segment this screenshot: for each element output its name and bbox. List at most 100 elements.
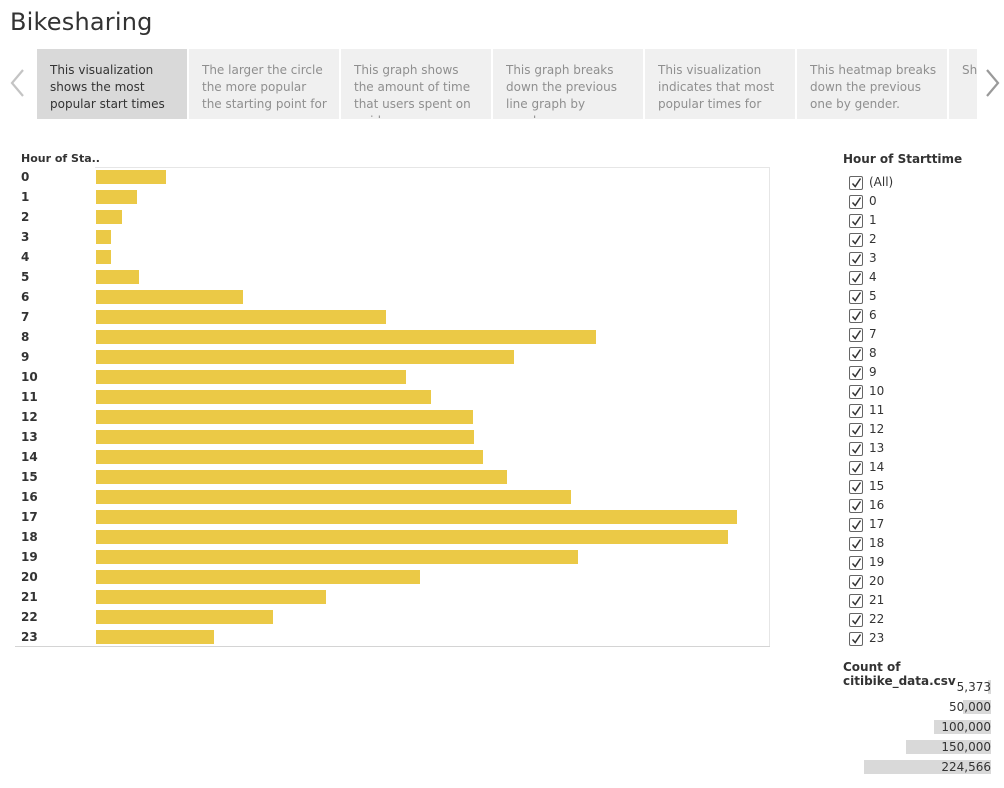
checkbox-checked-icon[interactable] xyxy=(849,327,863,342)
bar-hour-12[interactable] xyxy=(96,410,473,424)
checkbox-checked-icon[interactable] xyxy=(849,213,863,228)
filter-option[interactable]: 7 xyxy=(849,326,877,343)
bar-hour-6[interactable] xyxy=(96,290,243,304)
story-point-text: This visualization indicates that most p… xyxy=(658,63,775,111)
bar-hour-17[interactable] xyxy=(96,510,737,524)
filter-option-label: 1 xyxy=(869,213,877,227)
row-label: 8 xyxy=(21,330,30,344)
filter-option[interactable]: 9 xyxy=(849,364,877,381)
story-point-3[interactable]: This graph shows the amount of time that… xyxy=(341,49,491,119)
story-point-text: This heatmap breaks down the previous on… xyxy=(810,63,937,111)
story-point-1[interactable]: This visualization shows the most popula… xyxy=(37,49,187,119)
checkbox-checked-icon[interactable] xyxy=(849,232,863,247)
bar-hour-21[interactable] xyxy=(96,590,326,604)
checkbox-checked-icon[interactable] xyxy=(849,441,863,456)
filter-option[interactable]: 23 xyxy=(849,630,884,647)
story-point-7[interactable]: Sh rep tim xyxy=(949,49,977,119)
row-label: 16 xyxy=(21,490,38,504)
checkbox-checked-icon[interactable] xyxy=(849,270,863,285)
bar-hour-4[interactable] xyxy=(96,250,111,264)
filter-option-label: 21 xyxy=(869,593,885,607)
chevron-left-icon[interactable] xyxy=(8,66,28,100)
filter-option-label: 12 xyxy=(869,422,885,436)
filter-option[interactable]: 2 xyxy=(849,231,877,248)
checkbox-checked-icon[interactable] xyxy=(849,631,863,646)
bar-hour-11[interactable] xyxy=(96,390,431,404)
filter-option[interactable]: 8 xyxy=(849,345,877,362)
filter-option[interactable]: 22 xyxy=(849,611,884,628)
bar-hour-0[interactable] xyxy=(96,170,166,184)
filter-option[interactable]: 12 xyxy=(849,421,884,438)
checkbox-checked-icon[interactable] xyxy=(849,498,863,513)
row-label: 23 xyxy=(21,630,38,644)
bar-hour-19[interactable] xyxy=(96,550,578,564)
story-point-6[interactable]: This heatmap breaks down the previous on… xyxy=(797,49,947,119)
bar-hour-3[interactable] xyxy=(96,230,111,244)
story-point-5[interactable]: This visualization indicates that most p… xyxy=(645,49,795,119)
checkbox-checked-icon[interactable] xyxy=(849,346,863,361)
checkbox-checked-icon[interactable] xyxy=(849,593,863,608)
filter-option[interactable]: 10 xyxy=(849,383,884,400)
chevron-right-icon[interactable] xyxy=(982,66,1002,100)
checkbox-checked-icon[interactable] xyxy=(849,251,863,266)
bar-hour-9[interactable] xyxy=(96,350,514,364)
checkbox-checked-icon[interactable] xyxy=(849,612,863,627)
filter-option[interactable]: 3 xyxy=(849,250,877,267)
checkbox-checked-icon[interactable] xyxy=(849,479,863,494)
bar-hour-15[interactable] xyxy=(96,470,507,484)
filter-option[interactable]: 5 xyxy=(849,288,877,305)
filter-option[interactable]: 11 xyxy=(849,402,884,419)
bar-hour-7[interactable] xyxy=(96,310,386,324)
bar-hour-10[interactable] xyxy=(96,370,406,384)
checkbox-checked-icon[interactable] xyxy=(849,384,863,399)
story-point-text: This graph shows the amount of time that… xyxy=(354,63,471,118)
filter-option[interactable]: 19 xyxy=(849,554,884,571)
bar-hour-18[interactable] xyxy=(96,530,728,544)
checkbox-checked-icon[interactable] xyxy=(849,289,863,304)
row-label: 1 xyxy=(21,190,30,204)
checkbox-checked-icon[interactable] xyxy=(849,194,863,209)
filter-option[interactable]: 4 xyxy=(849,269,877,286)
story-point-text: Sh rep tim xyxy=(962,63,977,77)
bar-hour-1[interactable] xyxy=(96,190,137,204)
filter-option[interactable]: 6 xyxy=(849,307,877,324)
filter-option[interactable]: 15 xyxy=(849,478,884,495)
filter-option-label: 18 xyxy=(869,536,885,550)
row-label: 3 xyxy=(21,230,30,244)
bar-hour-13[interactable] xyxy=(96,430,474,444)
filter-option[interactable]: 16 xyxy=(849,497,884,514)
checkbox-checked-icon[interactable] xyxy=(849,175,863,190)
story-point-2[interactable]: The larger the circle the more popular t… xyxy=(189,49,339,119)
checkbox-checked-icon[interactable] xyxy=(849,365,863,380)
filter-option[interactable]: 0 xyxy=(849,193,877,210)
checkbox-checked-icon[interactable] xyxy=(849,555,863,570)
checkbox-checked-icon[interactable] xyxy=(849,517,863,532)
checkbox-checked-icon[interactable] xyxy=(849,422,863,437)
checkbox-checked-icon[interactable] xyxy=(849,536,863,551)
checkbox-checked-icon[interactable] xyxy=(849,460,863,475)
legend-size-bar xyxy=(906,740,991,754)
story-point-4[interactable]: This graph breaks down the previous line… xyxy=(493,49,643,119)
filter-option[interactable]: 14 xyxy=(849,459,884,476)
filter-option[interactable]: 18 xyxy=(849,535,884,552)
filter-option[interactable]: 1 xyxy=(849,212,877,229)
checkbox-checked-icon[interactable] xyxy=(849,308,863,323)
filter-option[interactable]: (All) xyxy=(849,174,893,191)
checkbox-checked-icon[interactable] xyxy=(849,403,863,418)
filter-option-label: 0 xyxy=(869,194,877,208)
bar-hour-22[interactable] xyxy=(96,610,273,624)
filter-option[interactable]: 13 xyxy=(849,440,884,457)
filter-option[interactable]: 21 xyxy=(849,592,884,609)
filter-title: Hour of Starttime xyxy=(843,152,963,166)
filter-option[interactable]: 17 xyxy=(849,516,884,533)
bar-hour-14[interactable] xyxy=(96,450,483,464)
bar-hour-20[interactable] xyxy=(96,570,420,584)
bar-hour-5[interactable] xyxy=(96,270,139,284)
checkbox-checked-icon[interactable] xyxy=(849,574,863,589)
filter-option-label: 20 xyxy=(869,574,885,588)
filter-option[interactable]: 20 xyxy=(849,573,884,590)
bar-hour-2[interactable] xyxy=(96,210,122,224)
bar-hour-16[interactable] xyxy=(96,490,571,504)
bar-hour-23[interactable] xyxy=(96,630,214,644)
bar-hour-8[interactable] xyxy=(96,330,596,344)
